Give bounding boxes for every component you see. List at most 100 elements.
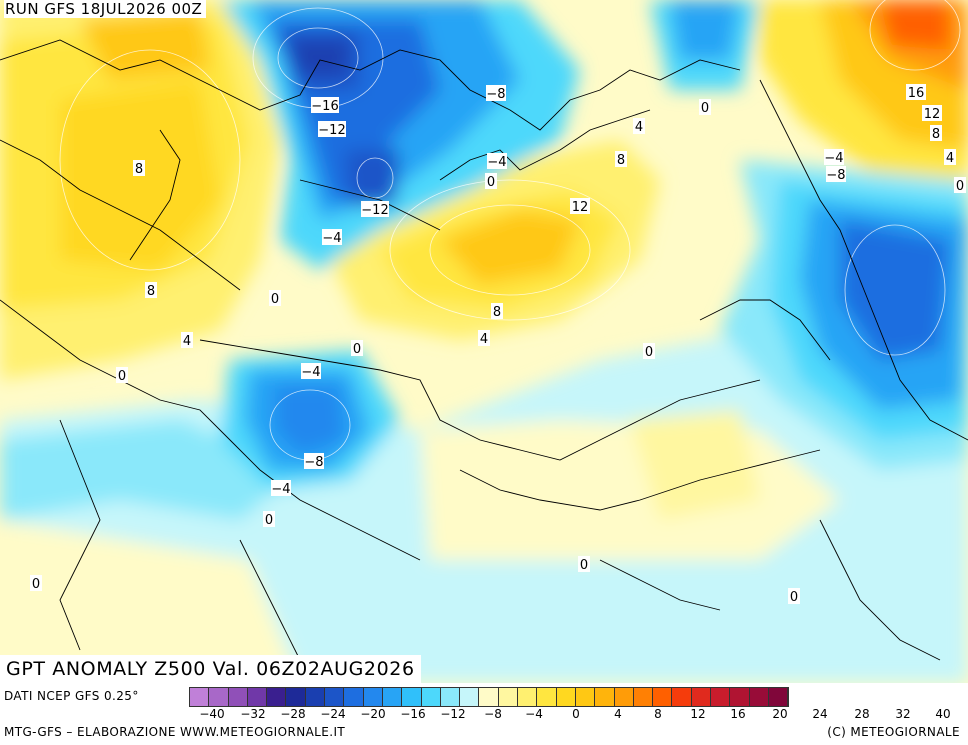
- svg-text:0: 0: [790, 590, 798, 605]
- svg-text:0: 0: [580, 558, 588, 573]
- contour-label: 12: [570, 198, 590, 215]
- colorbar-swatch: [537, 688, 557, 706]
- svg-text:−4: −4: [301, 365, 320, 380]
- colorbar-swatch: [209, 688, 229, 706]
- colorbar-swatch: [672, 688, 692, 706]
- colorbar-swatch: [711, 688, 731, 706]
- colorbar-tick-label: −20: [360, 707, 386, 721]
- anomaly-fields: [0, 0, 968, 683]
- contour-label: 0: [643, 343, 655, 360]
- colorbar-swatch: [363, 688, 383, 706]
- contour-label: 0: [578, 556, 590, 573]
- colorbar-tick-label: 40: [935, 707, 951, 721]
- contour-label: 8: [133, 160, 145, 177]
- contour-label: −12: [361, 201, 389, 218]
- colorbar: [189, 687, 790, 707]
- contour-label: −8: [826, 166, 846, 183]
- svg-text:8: 8: [135, 162, 143, 177]
- colorbar-tick-label: −24: [320, 707, 346, 721]
- colorbar-tick-label: 8: [654, 707, 662, 721]
- svg-text:0: 0: [956, 179, 964, 194]
- contour-label: 16: [906, 84, 926, 101]
- colorbar-swatch: [614, 688, 634, 706]
- colorbar-tick-label: −40: [199, 707, 225, 721]
- contour-label: −4: [271, 480, 291, 497]
- colorbar-swatch: [247, 688, 268, 706]
- colorbar-swatch: [325, 688, 345, 706]
- colorbar-tick-label: 0: [572, 707, 580, 721]
- contour-label: 12: [922, 105, 942, 122]
- credits-right: (C) METEOGIORNALE: [827, 725, 960, 739]
- colorbar-tick-label: 28: [854, 707, 870, 721]
- colorbar-tick-label: −28: [280, 707, 306, 721]
- map-title: GPT ANOMALY Z500 Val. 06Z02AUG2026: [0, 655, 421, 683]
- svg-text:−4: −4: [487, 155, 506, 170]
- svg-text:4: 4: [183, 334, 191, 349]
- colorbar-swatch: [518, 688, 538, 706]
- contour-label: 4: [944, 149, 956, 166]
- contour-label: 8: [615, 151, 627, 168]
- contour-label: 0: [485, 173, 497, 190]
- contour-label: 0: [269, 290, 281, 307]
- contour-label: −12: [318, 121, 346, 138]
- svg-text:8: 8: [493, 305, 501, 320]
- svg-text:12: 12: [572, 200, 589, 215]
- svg-text:0: 0: [118, 369, 126, 384]
- colorbar-swatch: [575, 688, 596, 706]
- contour-label: −4: [487, 153, 507, 170]
- colorbar-swatch: [768, 688, 789, 706]
- colorbar-tick-label: −16: [400, 707, 426, 721]
- svg-text:0: 0: [645, 345, 653, 360]
- contour-label: −8: [486, 85, 506, 102]
- contour-label: 0: [263, 511, 275, 528]
- colorbar-tick-label: 32: [895, 707, 911, 721]
- svg-text:−4: −4: [271, 482, 290, 497]
- contour-label: 8: [491, 303, 503, 320]
- svg-text:−4: −4: [824, 151, 843, 166]
- colorbar-swatch: [460, 688, 480, 706]
- contour-label: 4: [633, 118, 645, 135]
- contour-label: 0: [351, 340, 363, 357]
- colorbar-swatch: [421, 688, 441, 706]
- colorbar-tick-label: 12: [690, 707, 706, 721]
- colorbar-swatch: [595, 688, 615, 706]
- colorbar-swatch: [228, 688, 248, 706]
- colorbar-swatch: [190, 688, 210, 706]
- svg-text:−8: −8: [826, 168, 845, 183]
- contour-label: −4: [322, 229, 342, 246]
- svg-text:0: 0: [353, 342, 361, 357]
- contour-label: 0: [116, 367, 128, 384]
- svg-text:−8: −8: [304, 455, 323, 470]
- svg-text:−12: −12: [361, 203, 388, 218]
- colorbar-swatch: [556, 688, 576, 706]
- svg-text:−8: −8: [486, 87, 505, 102]
- colorbar-swatch: [305, 688, 326, 706]
- colorbar-ticks: −40 −32 −28 −24 −20 −16 −12 −8 −4 0 4 8 12 16 20 24 28 32…: [0, 707, 968, 723]
- colorbar-swatch: [344, 688, 364, 706]
- svg-text:0: 0: [701, 101, 709, 116]
- svg-text:16: 16: [908, 86, 925, 101]
- contour-label: 4: [181, 332, 193, 349]
- contour-label: −8: [304, 453, 324, 470]
- colorbar-swatch: [402, 688, 422, 706]
- colorbar-tick-label: 16: [730, 707, 746, 721]
- colorbar-swatch: [286, 688, 306, 706]
- colorbar-swatch: [653, 688, 673, 706]
- map-borders: [0, 39, 968, 661]
- colorbar-tick-label: −4: [525, 707, 543, 721]
- colorbar-swatch: [479, 688, 499, 706]
- colorbar-tick-label: 20: [772, 707, 788, 721]
- svg-text:0: 0: [271, 292, 279, 307]
- colorbar-swatch: [691, 688, 712, 706]
- colorbar-swatch: [749, 688, 769, 706]
- contour-label: −4: [824, 149, 844, 166]
- colorbar-tick-label: −32: [240, 707, 266, 721]
- colorbar-tick-label: 24: [812, 707, 828, 721]
- contour-label: 8: [930, 125, 942, 142]
- svg-text:8: 8: [147, 284, 155, 299]
- svg-text:0: 0: [265, 513, 273, 528]
- colorbar-swatch: [440, 688, 461, 706]
